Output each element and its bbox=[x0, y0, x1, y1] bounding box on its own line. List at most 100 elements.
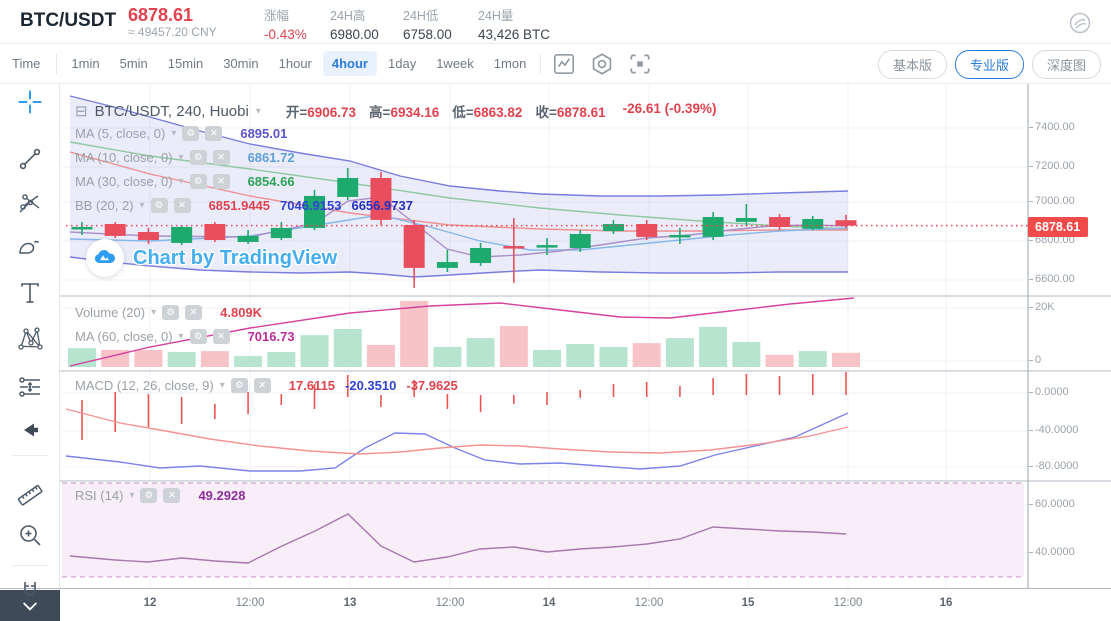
ruler-icon bbox=[17, 484, 43, 506]
candle-body bbox=[137, 232, 159, 241]
chart-style-icon[interactable] bbox=[551, 51, 577, 77]
interval-30min[interactable]: 30min bbox=[223, 56, 259, 71]
chevron-down-icon[interactable]: ▾ bbox=[129, 490, 135, 501]
price-cny: ≈ 49457.20 CNY bbox=[128, 25, 217, 39]
chevron-down-icon[interactable]: ▾ bbox=[139, 200, 145, 211]
volume-bar bbox=[68, 348, 96, 367]
zoom-in-icon bbox=[20, 525, 41, 546]
pair-title: BTC/USDT bbox=[20, 10, 117, 31]
chevron-down-icon[interactable]: ▾ bbox=[171, 128, 177, 139]
price-axis[interactable]: 7400.00 7200.00 7000.00 6800.00 6600.00 20K 0 0… bbox=[1028, 84, 1111, 588]
candle-body bbox=[702, 217, 724, 237]
chevron-down-icon[interactable]: ▾ bbox=[178, 152, 184, 163]
divider bbox=[56, 53, 58, 74]
text-icon bbox=[21, 283, 39, 303]
mode-button-深度图[interactable]: 深度图 bbox=[1031, 50, 1101, 79]
crosshair-icon bbox=[18, 90, 42, 114]
candle-body bbox=[470, 248, 492, 264]
interval-15min[interactable]: 15min bbox=[167, 56, 204, 71]
settings-gear-icon[interactable]: ⚙ bbox=[230, 378, 248, 393]
settings-gear-icon[interactable]: ⚙ bbox=[189, 150, 207, 165]
stat-value: 6980.00 bbox=[330, 27, 379, 42]
axis-tick-label: -40.0000 bbox=[1028, 424, 1079, 436]
tool-ruler[interactable] bbox=[16, 478, 44, 506]
stat-label: 24H高 bbox=[330, 9, 366, 23]
mode-button-专业版[interactable]: 专业版 bbox=[954, 50, 1024, 79]
interval-4hour[interactable]: 4hour bbox=[322, 51, 377, 76]
candle-body bbox=[669, 234, 691, 238]
chevron-down-icon[interactable]: ▾ bbox=[178, 176, 184, 187]
tool-forecast[interactable] bbox=[16, 373, 44, 401]
time-tick-label: 12:00 bbox=[435, 597, 465, 609]
settings-gear-icon[interactable]: ⚙ bbox=[182, 126, 200, 141]
trend-line-icon bbox=[19, 148, 41, 170]
volume-ma-line bbox=[69, 297, 855, 367]
settings-gear-icon[interactable]: ⚙ bbox=[140, 488, 158, 503]
interval-5min[interactable]: 5min bbox=[119, 56, 148, 71]
candle-body bbox=[769, 217, 791, 227]
last-price-tag: 6878.61 bbox=[1028, 217, 1089, 237]
divider bbox=[540, 53, 542, 74]
volume-bar bbox=[267, 351, 296, 367]
candle-body bbox=[436, 262, 458, 268]
volume-bar bbox=[665, 338, 694, 367]
volume-bar bbox=[533, 349, 562, 367]
interval-1day[interactable]: 1day bbox=[388, 56, 417, 71]
tool-text[interactable] bbox=[16, 279, 44, 307]
collapse-icon[interactable]: ⊟ bbox=[75, 103, 88, 120]
candle-body bbox=[304, 195, 326, 228]
candle-body bbox=[503, 246, 525, 249]
candle-body bbox=[71, 226, 93, 230]
macd-signal-line bbox=[65, 408, 849, 455]
volume-bar bbox=[831, 352, 860, 367]
screenshot-icon[interactable] bbox=[627, 51, 653, 77]
volume-bar bbox=[765, 354, 794, 367]
chevron-down-icon[interactable]: ▾ bbox=[219, 380, 225, 391]
tool-zoom-in[interactable] bbox=[16, 521, 44, 549]
indicator-icon[interactable] bbox=[589, 51, 615, 77]
axis-tick-label: 40.0000 bbox=[1029, 546, 1075, 558]
volume-bar bbox=[798, 351, 827, 367]
chevron-down-icon[interactable]: ▾ bbox=[255, 105, 261, 117]
tool-trend-line[interactable] bbox=[16, 145, 44, 173]
candle-body bbox=[171, 226, 193, 243]
chevron-down-icon[interactable]: ▾ bbox=[178, 331, 184, 342]
tool-xabcd-pattern[interactable] bbox=[16, 325, 44, 353]
close-icon[interactable]: ✕ bbox=[253, 378, 271, 393]
tool-gann-lines[interactable] bbox=[16, 188, 44, 216]
interval-toolbar: Time 1min 5min 15min 30min 1hour 4hour 1day 1we… bbox=[0, 44, 1111, 84]
tool-arrow-left[interactable] bbox=[16, 416, 44, 444]
interval-1min[interactable]: 1min bbox=[71, 56, 100, 71]
candle-body bbox=[104, 224, 126, 236]
close-icon[interactable]: ✕ bbox=[205, 126, 223, 141]
interval-1mon[interactable]: 1mon bbox=[493, 56, 527, 71]
chevron-down-icon[interactable]: ▾ bbox=[151, 307, 157, 318]
tool-brush[interactable] bbox=[16, 231, 44, 259]
disc-icon[interactable] bbox=[1067, 10, 1093, 36]
interval-1week[interactable]: 1week bbox=[436, 56, 474, 71]
close-icon[interactable]: ✕ bbox=[185, 305, 203, 320]
stat-value: -0.43% bbox=[264, 27, 307, 42]
volume-bar bbox=[300, 335, 329, 367]
close-icon[interactable]: ✕ bbox=[212, 329, 230, 344]
time-axis[interactable]: 12 12:00 13 12:00 14 12:00 15 12:00 16 bbox=[0, 588, 1111, 621]
mode-button-基本版[interactable]: 基本版 bbox=[877, 50, 947, 79]
close-icon[interactable]: ✕ bbox=[212, 150, 230, 165]
close-icon[interactable]: ✕ bbox=[173, 198, 191, 213]
settings-gear-icon[interactable]: ⚙ bbox=[189, 174, 207, 189]
stat-label: 涨幅 bbox=[264, 9, 290, 23]
settings-gear-icon[interactable]: ⚙ bbox=[189, 329, 207, 344]
volume-bar bbox=[566, 343, 595, 367]
axis-tick-label: 6600.00 bbox=[1029, 273, 1075, 285]
close-icon[interactable]: ✕ bbox=[212, 174, 230, 189]
interval-1hour[interactable]: 1hour bbox=[278, 56, 312, 71]
time-tick-label: 16 bbox=[939, 597, 953, 609]
settings-gear-icon[interactable]: ⚙ bbox=[150, 198, 168, 213]
axis-tick-label: 7400.00 bbox=[1029, 121, 1075, 133]
close-icon[interactable]: ✕ bbox=[163, 488, 181, 503]
settings-gear-icon[interactable]: ⚙ bbox=[162, 305, 180, 320]
tradingview-watermark: Chart by TradingView bbox=[86, 239, 337, 277]
tool-magnet[interactable] bbox=[16, 578, 44, 606]
tool-crosshair[interactable] bbox=[16, 88, 44, 116]
